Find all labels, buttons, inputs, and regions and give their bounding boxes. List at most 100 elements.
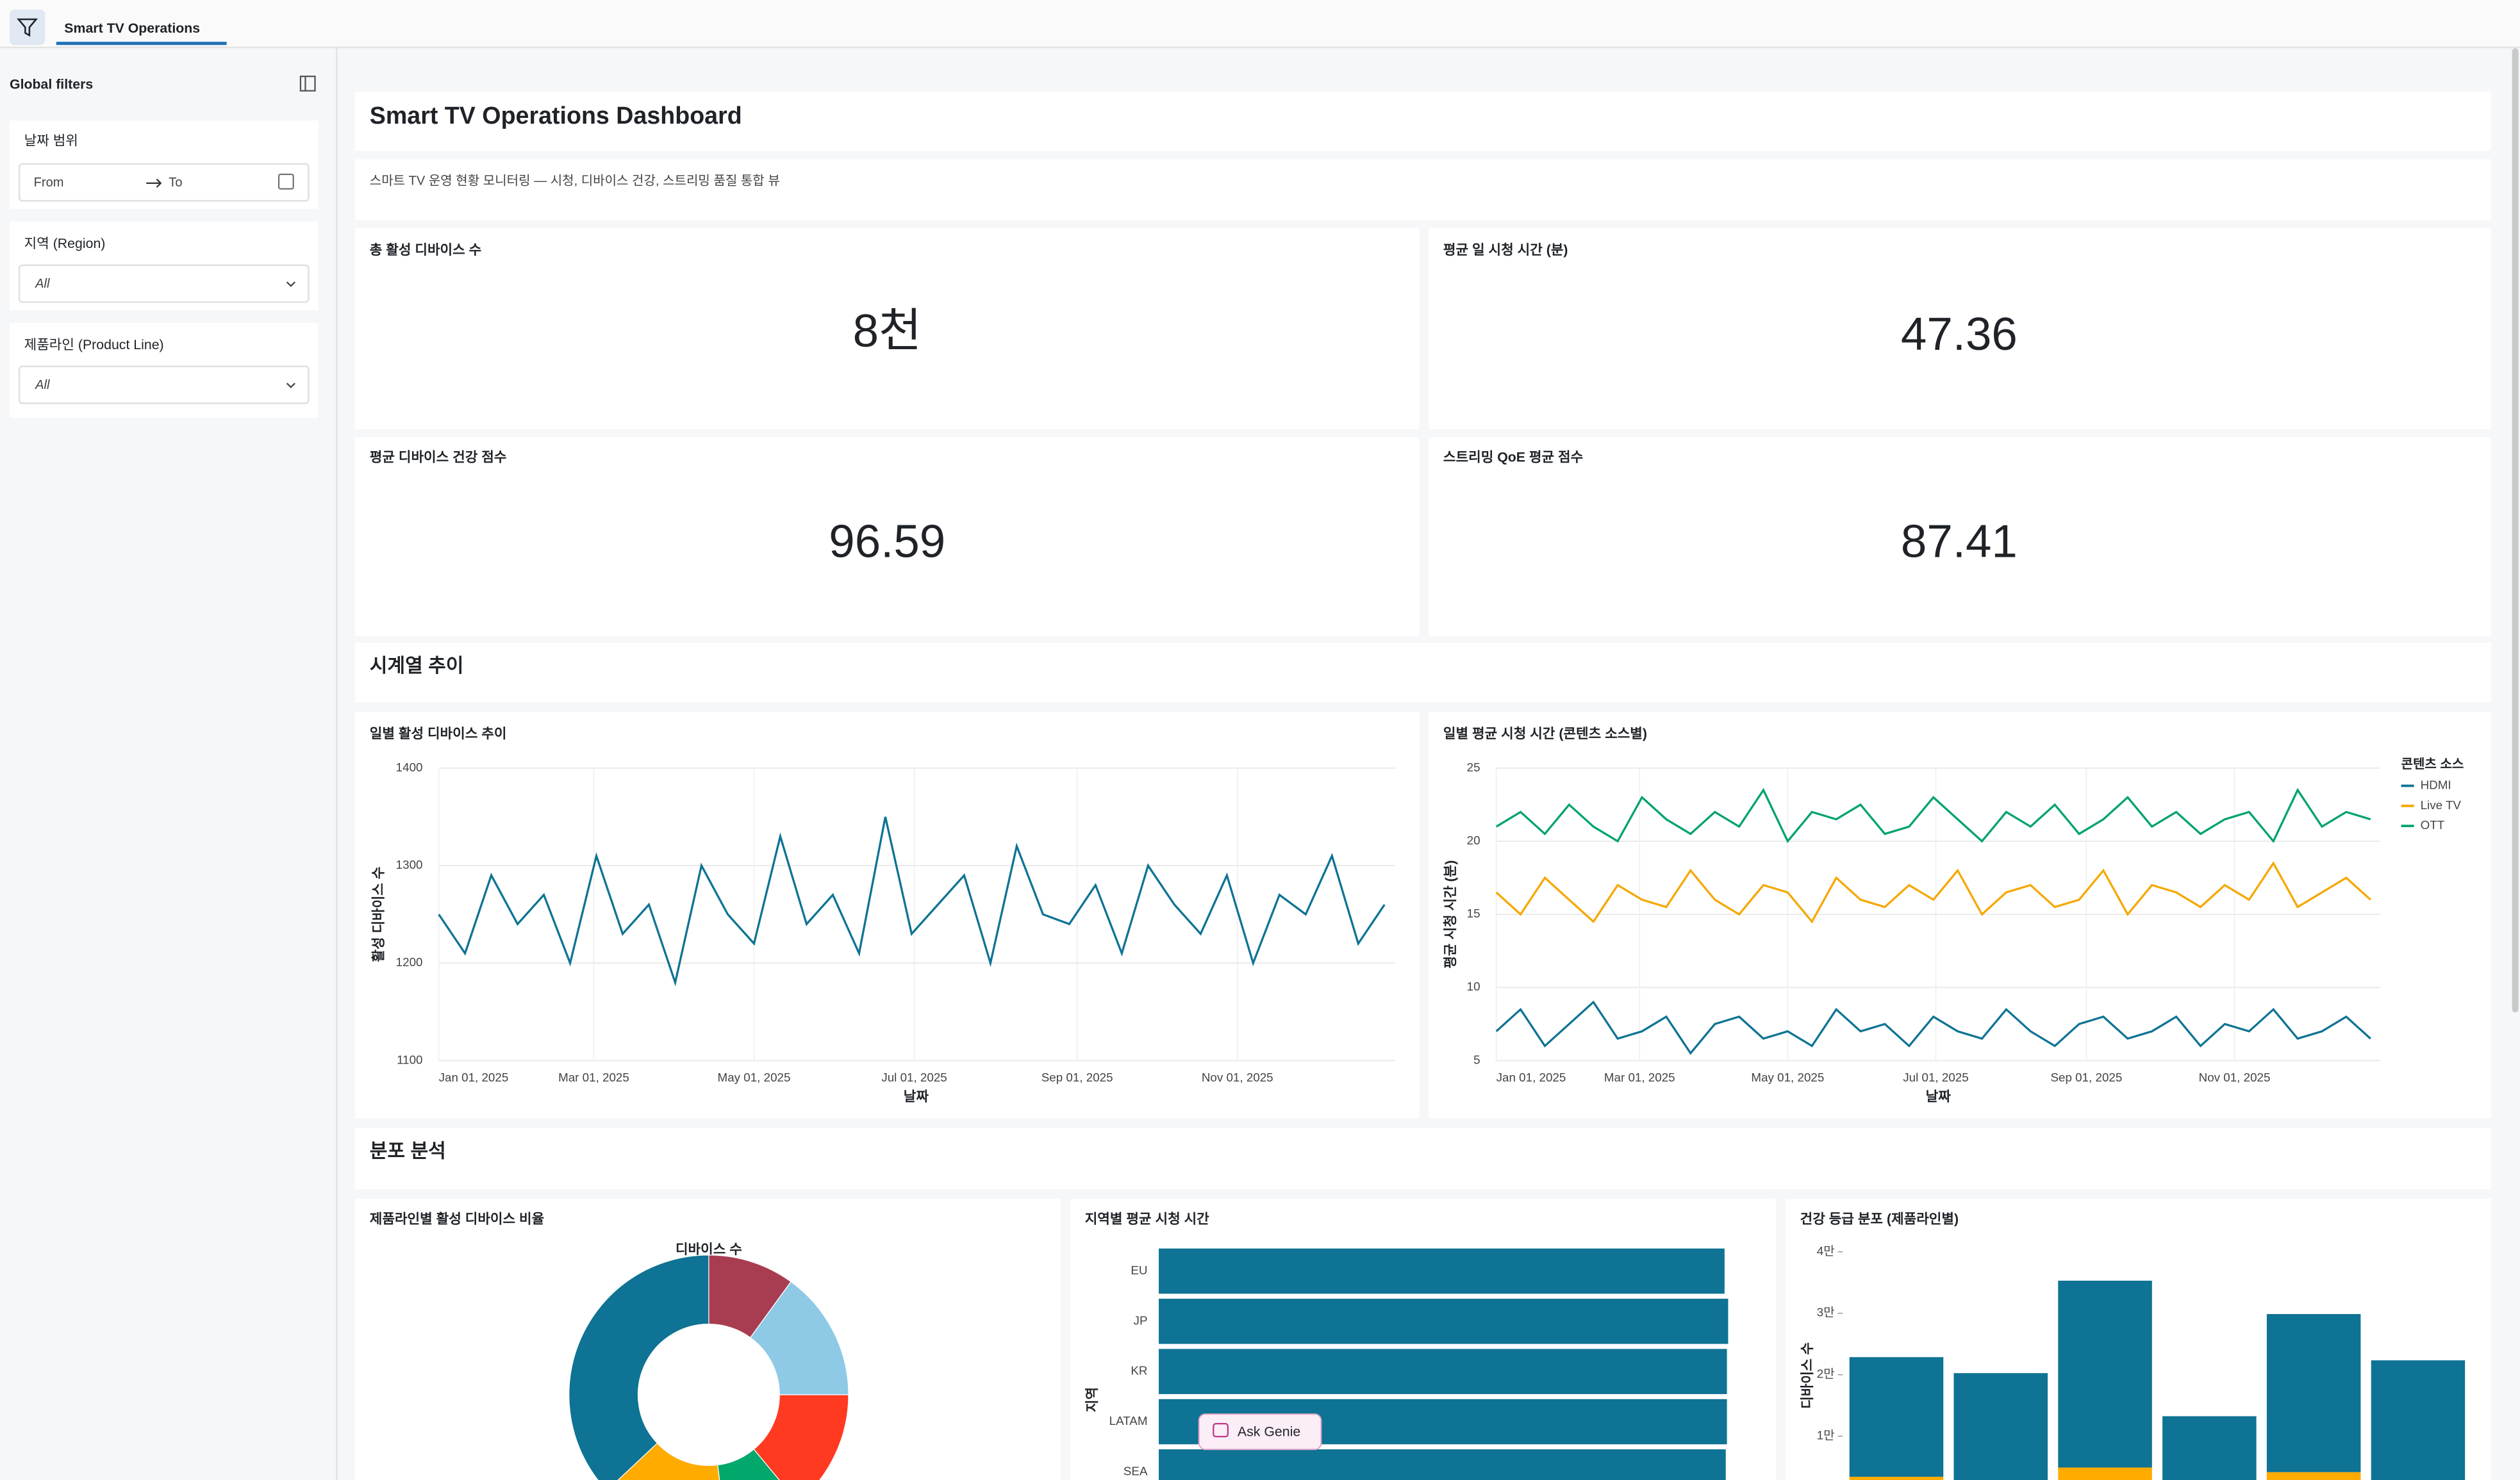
genie-icon (1213, 1423, 1229, 1438)
y-tick-label: JP (1134, 1313, 1148, 1327)
legend-label: HDMI (2421, 778, 2451, 791)
top-bar (0, 0, 2520, 47)
data-line (1495, 1000, 2371, 1055)
y-tick-label: 5 (1473, 1053, 1480, 1066)
dashboard-title: Smart TV Operations Dashboard (370, 102, 742, 129)
x-tick-label: Nov 01, 2025 (1202, 1071, 1273, 1084)
pie-slice (568, 1254, 709, 1480)
bar-segment (2371, 1360, 2466, 1480)
y-tick-label: 20 (1467, 834, 1480, 847)
data-line (1495, 861, 2371, 924)
bar-segment (1849, 1357, 1944, 1477)
region-select[interactable] (18, 264, 310, 303)
select-value: All (35, 378, 50, 392)
legend-title: 콘텐츠 소스 (2401, 757, 2464, 771)
filter-label: 지역 (Region) (24, 236, 106, 251)
y-tick-label: 1400 (396, 761, 423, 774)
bar-segment (2058, 1280, 2152, 1468)
y-axis-label: 디바이스 수 (1800, 1342, 1815, 1409)
filter-label: 날짜 범위 (24, 133, 78, 148)
sidebar-title: Global filters (10, 77, 93, 92)
y-tick-label: 2만 (1817, 1367, 1835, 1381)
data-line (1495, 787, 2371, 843)
y-tick-label: LATAM (1109, 1414, 1148, 1427)
kpi-label: 스트리밍 QoE 평균 점수 (1443, 449, 1583, 465)
bar (1159, 1299, 1728, 1344)
kpi-label: 평균 일 시청 시간 (분) (1443, 242, 1568, 258)
chevron (286, 281, 295, 288)
chart-title: 일별 활성 디바이스 추이 (370, 726, 507, 741)
bar-segment (2266, 1313, 2361, 1472)
x-tick-label: Sep 01, 2025 (2051, 1071, 2123, 1084)
title-card (355, 91, 2491, 151)
x-tick-label: Mar 01, 2025 (558, 1071, 629, 1084)
y-tick-label: 1만 (1817, 1429, 1835, 1442)
bar (1159, 1248, 1725, 1294)
kpi-card (1429, 437, 2491, 637)
y-tick-label: 3만 (1817, 1306, 1835, 1319)
pie-subtitle: 디바이스 수 (676, 1242, 742, 1257)
x-tick-label: Jul 01, 2025 (881, 1071, 947, 1084)
kpi-card (355, 437, 1420, 637)
pie-slice (749, 1281, 849, 1395)
kpi-value: 8천 (853, 305, 922, 357)
pie-slice (617, 1442, 720, 1480)
y-tick-label: SEA (1123, 1464, 1148, 1477)
y-tick-label: 1200 (396, 955, 423, 969)
x-axis-label: 날짜 (1926, 1089, 1952, 1105)
filter-button[interactable] (10, 10, 46, 45)
chart-card (355, 712, 1420, 1119)
kpi-label: 총 활성 디바이스 수 (370, 242, 481, 258)
x-tick-label: Sep 01, 2025 (1041, 1071, 1113, 1084)
date-from: From (34, 176, 64, 190)
x-tick-label: Mar 01, 2025 (1604, 1071, 1675, 1084)
chart-title: 건강 등급 분포 (제품라인별) (1800, 1211, 1959, 1226)
chart-title: 제품라인별 활성 디바이스 비율 (370, 1211, 544, 1226)
data-line (438, 816, 1386, 987)
y-tick-label: EU (1131, 1263, 1147, 1277)
scrollbar[interactable] (2512, 48, 2519, 1013)
y-tick-label: 1100 (397, 1053, 422, 1066)
section-title: 시계열 추이 (370, 655, 464, 677)
kpi-value: 96.59 (829, 515, 945, 567)
bar (1159, 1349, 1727, 1394)
chart-card (1429, 712, 2491, 1119)
y-tick-label: 1300 (396, 858, 423, 871)
tab[interactable]: Smart TV Operations (64, 21, 200, 36)
filter-icon (17, 18, 38, 37)
x-tick-label: Jul 01, 2025 (1903, 1071, 1968, 1084)
y-tick-label: 15 (1467, 907, 1480, 920)
y-axis-label: 활성 디바이스 수 (370, 867, 386, 962)
x-tick-label: May 01, 2025 (718, 1071, 791, 1084)
ask-genie-label: Ask Genie (1238, 1424, 1300, 1440)
chart-title: 지역별 평균 시청 시간 (1085, 1211, 1209, 1226)
chart-card (355, 1199, 1061, 1480)
arrow-icon (146, 178, 162, 188)
filter-label: 제품라인 (Product Line) (24, 337, 164, 352)
collapse-button[interactable] (299, 76, 316, 92)
x-tick-label: Nov 01, 2025 (2199, 1071, 2271, 1084)
section-card (355, 643, 2491, 703)
kpi-label: 평균 디바이스 건강 점수 (370, 449, 507, 465)
date-to: To (169, 176, 182, 190)
pie-slice (717, 1449, 780, 1480)
x-tick-label: Jan 01, 2025 (439, 1071, 509, 1084)
y-axis-label: 평균 시청 시간 (분) (1443, 860, 1458, 969)
x-tick-label: Jan 01, 2025 (1496, 1071, 1566, 1084)
calendar-icon[interactable] (278, 174, 294, 190)
bar-segment (2162, 1416, 2257, 1480)
legend-label: OTT (2421, 818, 2445, 832)
kpi-card (355, 228, 1420, 429)
bar (1159, 1449, 1726, 1480)
dashboard-subtitle: 스마트 TV 운영 현황 모니터링 — 시청, 디바이스 건강, 스트리밍 품질… (370, 174, 780, 188)
overlay: Ask Genie (1198, 1413, 1322, 1451)
legend-label: Live TV (2421, 798, 2462, 812)
date-input[interactable] (18, 163, 310, 202)
x-tick-label: May 01, 2025 (1751, 1071, 1824, 1084)
product-select[interactable] (18, 365, 310, 404)
bar-segment (1953, 1373, 2048, 1480)
pie-slice (753, 1394, 849, 1480)
bar-segment (2266, 1472, 2361, 1480)
ask-genie-button[interactable] (1198, 1413, 1322, 1451)
